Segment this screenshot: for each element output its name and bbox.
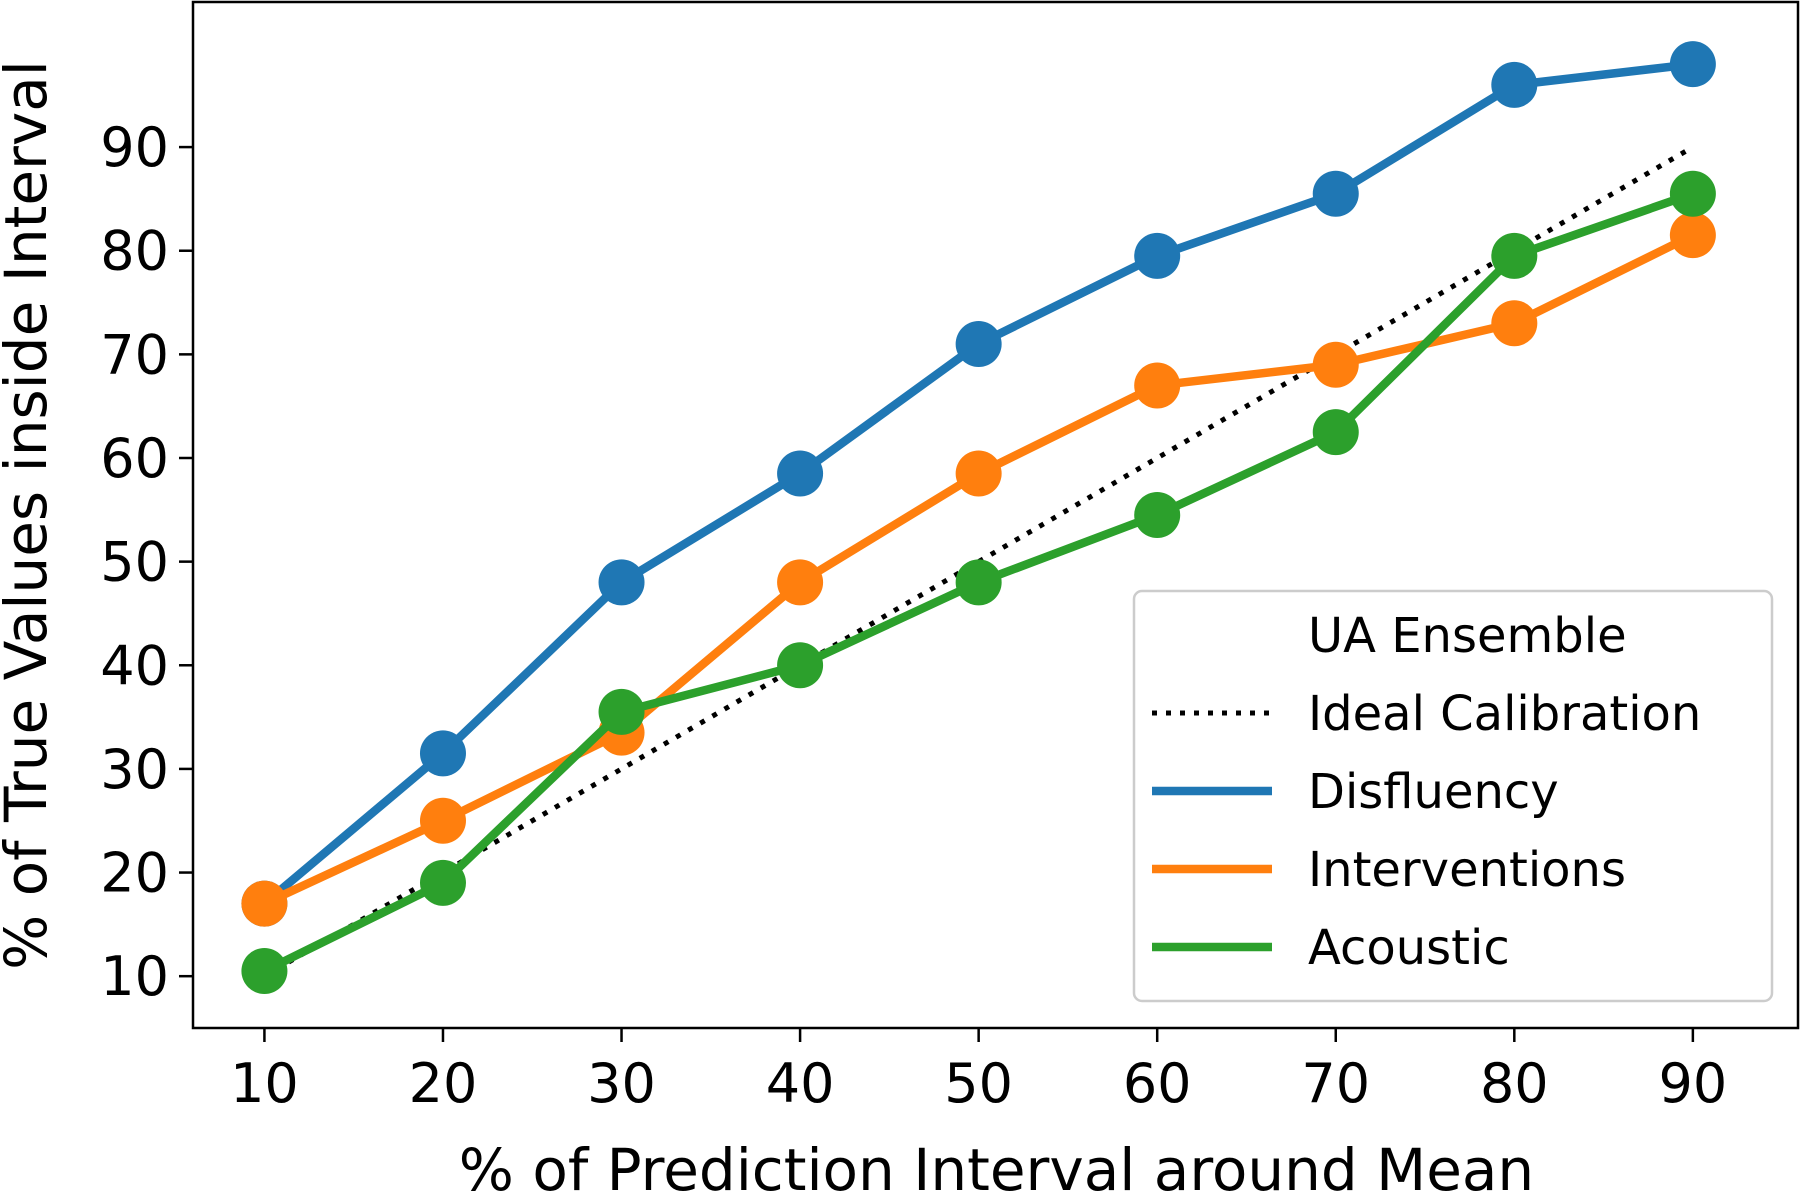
point-acoustic: [419, 859, 466, 906]
point-interventions: [419, 797, 466, 844]
x-tick-label: 70: [1301, 1052, 1370, 1115]
x-tick-label: 10: [230, 1052, 299, 1115]
point-acoustic: [241, 948, 288, 994]
point-interventions: [1134, 362, 1181, 409]
y-tick-label: 70: [100, 323, 169, 386]
x-tick-label: 60: [1123, 1052, 1192, 1115]
y-tick-label: 30: [100, 738, 169, 801]
plot-layer: [241, 41, 1716, 994]
legend: UA Ensemble Ideal Calibration Disfluency…: [1132, 589, 1774, 1003]
y-tick-label: 60: [100, 427, 169, 490]
y-tick-label: 10: [100, 945, 169, 1008]
legend-label-acoustic: Acoustic: [1308, 920, 1510, 976]
point-interventions: [1669, 212, 1716, 259]
x-tick-label: 90: [1659, 1052, 1728, 1115]
point-interventions: [241, 880, 288, 927]
y-tick-label: 90: [100, 116, 169, 179]
point-acoustic: [777, 642, 824, 689]
x-tick-label: 20: [409, 1052, 478, 1115]
x-axis: 10 20 30 40 50 60 70 80 90: [230, 1028, 1727, 1115]
point-disfluency: [419, 730, 466, 777]
legend-title: UA Ensemble: [1308, 608, 1627, 664]
point-acoustic: [1312, 409, 1359, 456]
y-tick-label: 50: [100, 531, 169, 594]
point-interventions: [777, 559, 824, 606]
legend-label-interventions: Interventions: [1308, 842, 1626, 898]
legend-box: [1132, 589, 1774, 1003]
y-axis-label: % of True Values inside Interval: [0, 60, 60, 970]
point-disfluency: [777, 450, 824, 497]
x-axis-label: % of Prediction Interval around Mean: [459, 1136, 1534, 1200]
x-tick-label: 50: [944, 1052, 1013, 1115]
ideal-calibration-line: [263, 144, 1695, 979]
point-acoustic: [1669, 170, 1716, 217]
point-interventions: [1312, 341, 1359, 388]
point-disfluency: [1491, 61, 1538, 108]
point-interventions: [955, 450, 1002, 497]
point-acoustic: [598, 688, 645, 735]
legend-label-ideal-calibration: Ideal Calibration: [1308, 686, 1701, 742]
y-tick-label: 40: [100, 634, 169, 697]
point-disfluency: [1312, 170, 1359, 217]
y-axis: 10 20 30 40 50 60 70 80 90: [100, 116, 193, 1008]
point-interventions: [1491, 300, 1538, 347]
point-acoustic: [1491, 232, 1538, 279]
x-tick-label: 30: [587, 1052, 656, 1115]
y-tick-label: 20: [100, 842, 169, 905]
point-acoustic: [955, 559, 1002, 606]
point-disfluency: [1134, 232, 1181, 279]
legend-label-disfluency: Disfluency: [1308, 764, 1559, 820]
point-disfluency: [955, 321, 1002, 367]
y-tick-label: 80: [100, 220, 169, 283]
point-acoustic: [1134, 492, 1181, 538]
point-disfluency: [598, 559, 645, 606]
point-disfluency: [1669, 41, 1716, 88]
plot-frame: [191, 0, 1800, 1030]
x-tick-label: 80: [1480, 1052, 1549, 1115]
x-tick-label: 40: [766, 1052, 835, 1115]
